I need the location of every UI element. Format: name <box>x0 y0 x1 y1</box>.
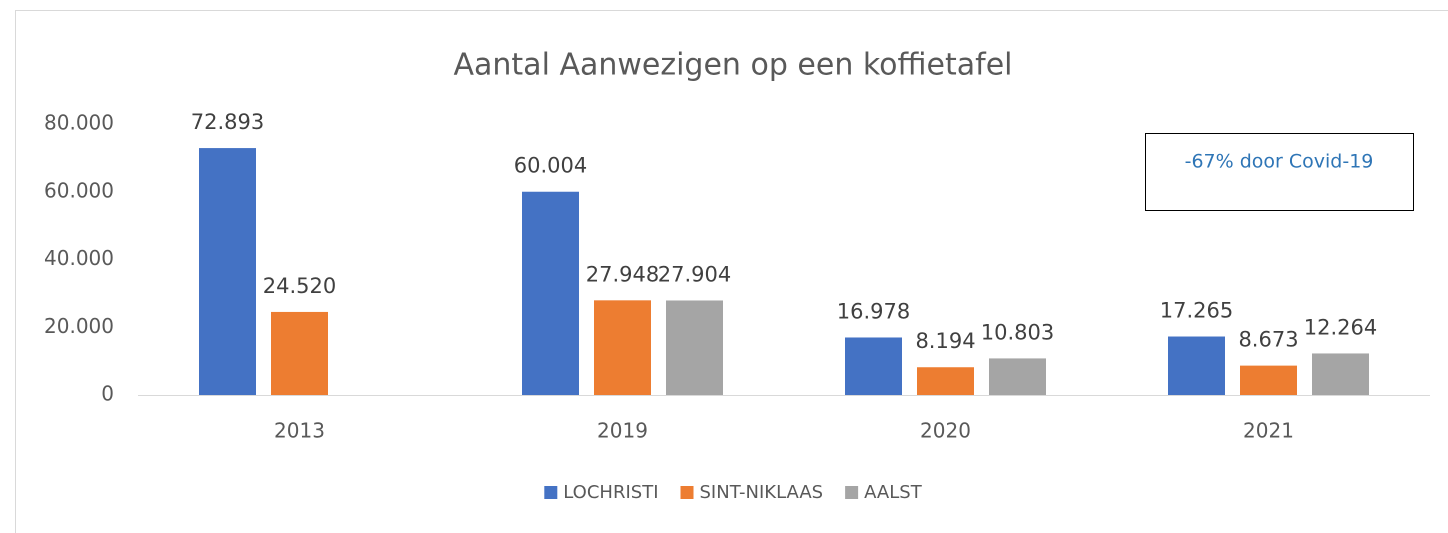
annotation-box <box>1145 133 1414 211</box>
data-label: 12.264 <box>1304 315 1377 339</box>
x-tick-label: 2019 <box>597 419 648 443</box>
x-tick-label: 2020 <box>920 419 971 443</box>
chart-title: Aantal Aanwezigen op een koffietafel <box>454 48 1013 83</box>
bar <box>845 337 902 395</box>
bar <box>594 300 651 395</box>
legend-swatch <box>544 486 558 499</box>
data-label: 17.265 <box>1160 299 1233 323</box>
x-tick-label: 2021 <box>1243 419 1294 443</box>
bar <box>522 191 579 395</box>
data-label: 10.803 <box>981 320 1054 344</box>
y-tick-label: 0 <box>101 382 114 406</box>
data-label: 27.948 <box>586 262 659 286</box>
x-tick-label: 2013 <box>274 419 325 443</box>
data-label: 24.520 <box>263 274 336 298</box>
bar <box>989 358 1046 395</box>
data-label: 8.194 <box>915 329 975 353</box>
data-label: 27.904 <box>658 262 731 286</box>
annotation: -67% door Covid-19 <box>1185 151 1374 173</box>
data-label: 16.978 <box>837 299 910 323</box>
bar <box>1168 336 1225 395</box>
bar <box>1312 353 1369 395</box>
bar <box>271 311 328 395</box>
legend-swatch <box>680 486 694 499</box>
bar <box>666 300 723 395</box>
y-tick-label: 80.000 <box>44 111 114 135</box>
bar <box>917 367 974 395</box>
legend-label: LOCHRISTI <box>563 482 658 503</box>
legend-label: SINT-NIKLAAS <box>700 482 824 503</box>
bar <box>199 148 256 395</box>
data-label: 72.893 <box>191 110 264 134</box>
legend-swatch <box>845 486 859 499</box>
y-tick-label: 40.000 <box>44 246 114 270</box>
data-label: 60.004 <box>514 154 587 178</box>
data-label: 8.673 <box>1238 328 1298 352</box>
y-tick-label: 20.000 <box>44 314 114 338</box>
legend-label: AALST <box>864 482 923 503</box>
bar <box>1240 365 1297 395</box>
y-tick-label: 60.000 <box>44 178 114 202</box>
